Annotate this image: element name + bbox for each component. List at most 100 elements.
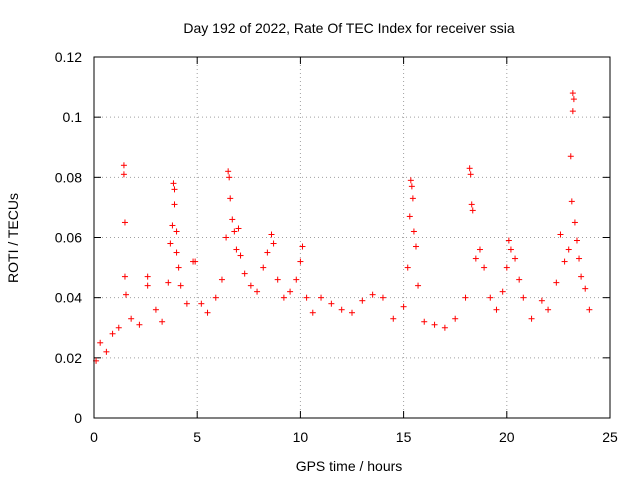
data-point bbox=[175, 264, 182, 271]
data-point bbox=[369, 291, 376, 298]
data-point bbox=[212, 294, 219, 301]
data-point bbox=[120, 171, 127, 178]
data-point bbox=[407, 177, 414, 184]
data-point bbox=[287, 288, 294, 295]
data-point bbox=[481, 264, 488, 271]
data-point bbox=[359, 297, 366, 304]
data-point bbox=[309, 309, 316, 316]
x-tick-label: 5 bbox=[193, 429, 201, 445]
data-point bbox=[268, 231, 275, 238]
data-point bbox=[569, 108, 576, 115]
data-point bbox=[274, 276, 281, 283]
data-point bbox=[569, 90, 576, 97]
data-point bbox=[303, 294, 310, 301]
data-point bbox=[499, 288, 506, 295]
data-point bbox=[507, 246, 514, 253]
data-point bbox=[254, 288, 261, 295]
data-point bbox=[573, 237, 580, 244]
data-point bbox=[406, 213, 413, 220]
data-point bbox=[520, 294, 527, 301]
data-point bbox=[452, 315, 459, 322]
data-point bbox=[409, 195, 416, 202]
data-point bbox=[297, 258, 304, 265]
x-tick-label: 0 bbox=[90, 429, 98, 445]
data-point bbox=[379, 294, 386, 301]
data-point bbox=[469, 207, 476, 214]
data-point bbox=[136, 321, 143, 328]
data-point bbox=[177, 282, 184, 289]
data-point bbox=[505, 237, 512, 244]
chart-title: Day 192 of 2022, Rate Of TEC Index for r… bbox=[183, 20, 514, 36]
data-point bbox=[557, 231, 564, 238]
axis-ticks: 0 0.02 0.04 0.06 0.08 0.1 0.12 0 5 10 15 20 25 bbox=[55, 49, 618, 445]
data-point bbox=[173, 228, 180, 235]
data-point bbox=[247, 282, 254, 289]
data-point bbox=[553, 279, 560, 286]
data-point bbox=[512, 255, 519, 262]
data-point bbox=[528, 315, 535, 322]
data-point bbox=[264, 249, 271, 256]
data-point bbox=[109, 330, 116, 337]
data-point bbox=[431, 321, 438, 328]
data-point bbox=[128, 315, 135, 322]
data-point bbox=[173, 249, 180, 256]
data-point bbox=[561, 258, 568, 265]
data-point bbox=[410, 228, 417, 235]
y-tick-label: 0.12 bbox=[55, 49, 82, 65]
data-point bbox=[120, 162, 127, 169]
x-axis-label: GPS time / hours bbox=[296, 458, 403, 474]
data-point bbox=[198, 300, 205, 307]
data-point bbox=[159, 318, 166, 325]
data-point bbox=[476, 246, 483, 253]
data-point bbox=[568, 198, 575, 205]
data-point bbox=[390, 315, 397, 322]
data-point bbox=[538, 297, 545, 304]
data-point bbox=[571, 219, 578, 226]
data-point bbox=[299, 243, 306, 250]
data-point bbox=[576, 255, 583, 262]
data-point bbox=[171, 201, 178, 208]
data-point bbox=[237, 252, 244, 259]
data-point bbox=[171, 186, 178, 193]
data-point bbox=[121, 273, 128, 280]
data-point bbox=[487, 294, 494, 301]
data-point bbox=[421, 318, 428, 325]
data-point bbox=[441, 324, 448, 331]
data-point bbox=[280, 294, 287, 301]
data-point bbox=[97, 339, 104, 346]
data-point bbox=[404, 264, 411, 271]
data-point bbox=[121, 219, 128, 226]
x-tick-label: 10 bbox=[293, 429, 309, 445]
data-point bbox=[225, 168, 232, 175]
data-point bbox=[103, 348, 110, 355]
data-point bbox=[227, 195, 234, 202]
data-point bbox=[204, 309, 211, 316]
data-point bbox=[570, 96, 577, 103]
x-tick-label: 15 bbox=[396, 429, 412, 445]
data-point bbox=[565, 246, 572, 253]
data-point bbox=[408, 183, 415, 190]
data-point bbox=[516, 276, 523, 283]
data-point bbox=[169, 222, 176, 229]
data-point bbox=[468, 201, 475, 208]
data-point bbox=[545, 306, 552, 313]
x-tick-label: 25 bbox=[602, 429, 618, 445]
data-point bbox=[260, 264, 267, 271]
data-point bbox=[167, 240, 174, 247]
data-point bbox=[493, 306, 500, 313]
data-point bbox=[412, 243, 419, 250]
data-point bbox=[293, 276, 300, 283]
data-point bbox=[235, 225, 242, 232]
data-point bbox=[567, 153, 574, 160]
data-point bbox=[472, 255, 479, 262]
data-point bbox=[578, 273, 585, 280]
data-point bbox=[233, 246, 240, 253]
data-point bbox=[338, 306, 345, 313]
data-point bbox=[270, 240, 277, 247]
y-tick-label: 0.08 bbox=[55, 169, 82, 185]
data-point bbox=[144, 273, 151, 280]
data-point bbox=[183, 300, 190, 307]
data-points bbox=[93, 90, 593, 364]
grid-lines bbox=[94, 57, 610, 418]
